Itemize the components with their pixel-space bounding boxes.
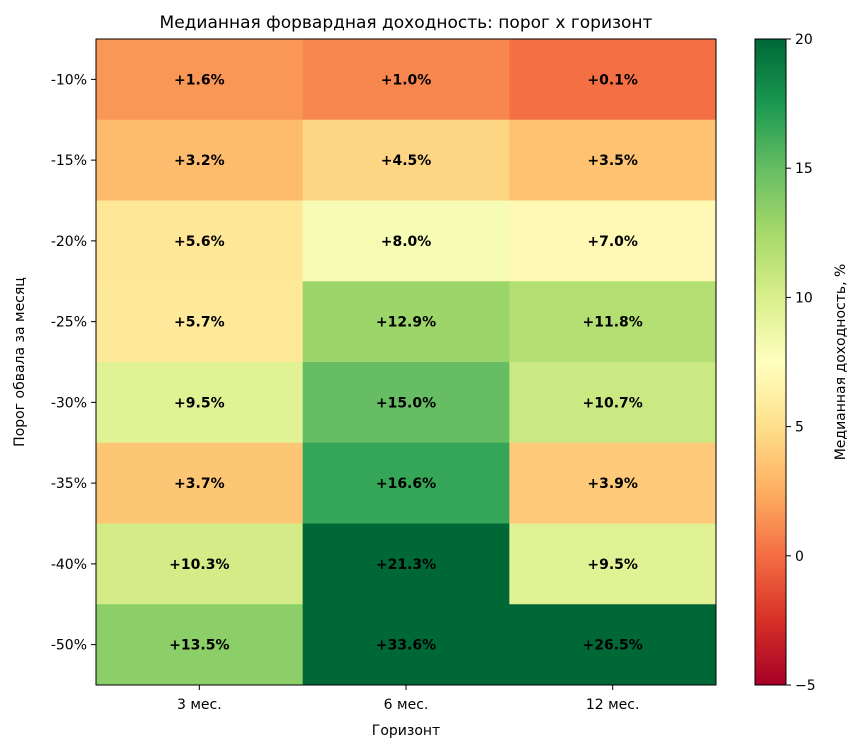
y-axis-label: Порог обвала за месяц (12, 277, 28, 447)
heatmap-cell (302, 362, 510, 444)
cell-value-label: +21.3% (376, 557, 436, 573)
heatmap-cell (302, 281, 510, 363)
heatmap-cell (302, 523, 510, 605)
colorbar-tick-label: −5 (795, 678, 816, 694)
x-tick-label: 3 мес. (177, 697, 222, 713)
cell-value-label: +12.9% (376, 315, 436, 331)
cell-value-label: +3.7% (174, 476, 225, 492)
cell-value-label: +10.7% (583, 395, 643, 411)
cell-value-label: +8.0% (381, 234, 432, 250)
colorbar-ticks: −5 0 5 10 15 20 (786, 32, 816, 694)
x-axis-ticks: 3 мес. 6 мес. 12 мес. (177, 685, 639, 713)
y-tick-label: -10% (51, 72, 87, 88)
cell-value-label: +1.6% (174, 72, 225, 88)
cell-value-label: +15.0% (376, 395, 436, 411)
heatmap-cell (509, 119, 717, 201)
heatmap-cell (302, 604, 510, 686)
heatmap-cell (96, 604, 304, 686)
y-tick-label: -20% (51, 234, 87, 250)
cell-value-label: +10.3% (169, 557, 229, 573)
y-tick-label: -40% (51, 557, 87, 573)
y-tick-label: -50% (51, 638, 87, 654)
x-tick-label: 12 мес. (586, 697, 640, 713)
cell-value-label: +1.0% (381, 72, 432, 88)
cell-value-label: +11.8% (583, 315, 643, 331)
colorbar-label: Медианная доходность, % (833, 264, 849, 461)
cell-value-label: +0.1% (587, 72, 638, 88)
y-axis-ticks: -10% -15% -20% -25% -30% -35% -40% -50% (51, 72, 96, 654)
heatmap-cells (96, 39, 717, 686)
heatmap-cell (96, 39, 304, 121)
heatmap-cell (96, 281, 304, 363)
heatmap-cell (509, 200, 717, 282)
colorbar-tick-label: 5 (795, 420, 804, 436)
colorbar-tick-label: 15 (795, 161, 813, 177)
heatmap-cell (509, 39, 717, 121)
heatmap-cell (96, 523, 304, 605)
heatmap-cell (509, 362, 717, 444)
colorbar (754, 38, 787, 686)
heatmap-cell (302, 200, 510, 282)
x-axis-label: Горизонт (372, 723, 440, 739)
cell-value-label: +16.6% (376, 476, 436, 492)
cell-value-label: +3.2% (174, 153, 225, 169)
cell-value-label: +26.5% (583, 638, 643, 654)
y-tick-label: -35% (51, 476, 87, 492)
y-tick-label: -30% (51, 395, 87, 411)
colorbar-tick-label: 0 (795, 549, 804, 565)
cell-value-label: +4.5% (381, 153, 432, 169)
heatmap-cell (302, 442, 510, 524)
cell-value-label: +9.5% (174, 395, 225, 411)
cell-value-label: +33.6% (376, 638, 436, 654)
cell-value-label: +7.0% (587, 234, 638, 250)
y-tick-label: -25% (51, 315, 87, 331)
y-tick-label: -15% (51, 153, 87, 169)
heatmap-cell (509, 604, 717, 686)
cell-value-label: +5.6% (174, 234, 225, 250)
heatmap-cell (96, 442, 304, 524)
cell-value-label: +13.5% (169, 638, 229, 654)
x-tick-label: 6 мес. (384, 697, 429, 713)
heatmap-cell (509, 281, 717, 363)
heatmap-cell (302, 39, 510, 121)
heatmap-cell (96, 200, 304, 282)
colorbar-tick-label: 20 (795, 32, 813, 48)
heatmap-cell (509, 442, 717, 524)
cell-value-label: +3.5% (587, 153, 638, 169)
cell-value-label: +3.9% (587, 476, 638, 492)
cell-value-label: +5.7% (174, 315, 225, 331)
heatmap-cell (96, 119, 304, 201)
heatmap-cell (509, 523, 717, 605)
colorbar-tick-label: 10 (795, 290, 813, 306)
chart-title: Медианная форвардная доходность: порог х… (160, 13, 653, 33)
cell-value-label: +9.5% (587, 557, 638, 573)
heatmap-cell (96, 362, 304, 444)
heatmap-cell (302, 119, 510, 201)
heatmap-cell-labels: +1.6% +1.0% +0.1% +3.2% +4.5% +3.5% +5.6% +8.0%… (169, 72, 643, 653)
